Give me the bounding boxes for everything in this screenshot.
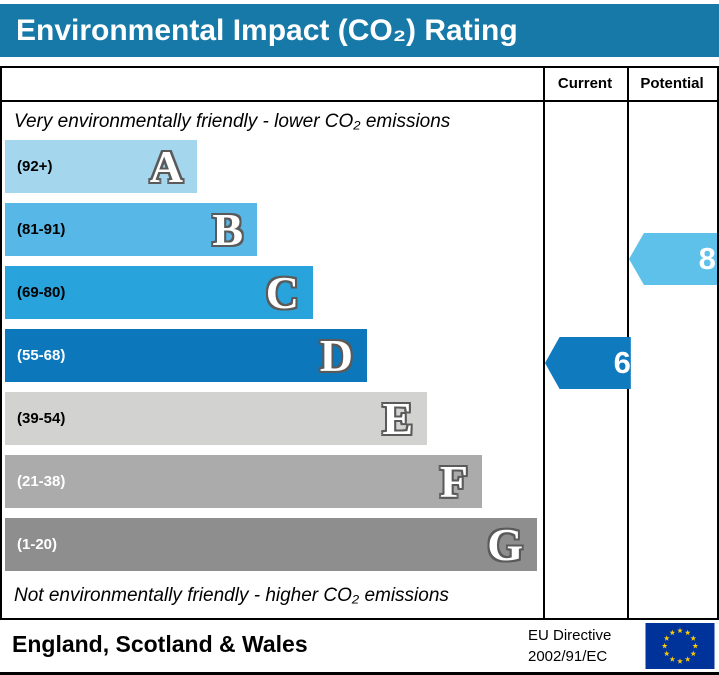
- eu-directive-line1: EU Directive: [528, 627, 612, 644]
- region-label: England, Scotland & Wales: [12, 631, 308, 657]
- band-c-letter: C: [265, 266, 299, 318]
- band-g-letter: G: [487, 518, 523, 570]
- page-title: Environmental Impact (CO₂) Rating: [16, 13, 518, 47]
- eu-directive-label: EU Directive 2002/91/EC: [528, 625, 611, 667]
- header-divider: [2, 100, 717, 102]
- column-divider: [543, 68, 545, 618]
- current-rating-value: 61: [613, 345, 649, 380]
- eu-directive-line2: 2002/91/EC: [528, 648, 608, 665]
- band-f: (21-38) F: [5, 455, 482, 508]
- band-c: (69-80) C: [5, 266, 313, 319]
- band-b: (81-91) B: [5, 203, 257, 256]
- potential-rating-value: 82: [698, 241, 717, 276]
- band-f-letter: F: [439, 455, 468, 507]
- chart-footer: England, Scotland & Wales EU Directive 2…: [0, 620, 719, 675]
- band-b-range: (81-91): [17, 221, 66, 238]
- rating-scale: Very environmentally friendly - lower CO…: [2, 102, 543, 611]
- band-g-range: (1-20): [17, 536, 58, 553]
- potential-column-header: Potential: [640, 75, 704, 92]
- rating-chart: Current Potential Very environmentally f…: [0, 66, 719, 620]
- band-e: (39-54) E: [5, 392, 427, 445]
- eu-flag-icon: [644, 623, 716, 674]
- potential-rating-badge: 82: [629, 233, 717, 285]
- band-e-range: (39-54): [17, 410, 66, 427]
- band-g: (1-20) G: [5, 518, 537, 571]
- band-d-letter: D: [319, 329, 353, 381]
- band-b-letter: B: [212, 203, 243, 255]
- band-d-range: (55-68): [17, 347, 66, 364]
- band-a-range: (92+): [17, 158, 53, 175]
- current-rating-badge: 61: [545, 337, 631, 389]
- bottom-note: Not environmentally friendly - higher CO…: [14, 585, 449, 606]
- chart-title-bar: Environmental Impact (CO₂) Rating: [0, 4, 719, 57]
- band-e-letter: E: [382, 392, 413, 444]
- band-d: (55-68) D: [5, 329, 367, 382]
- band-c-range: (69-80): [17, 284, 66, 301]
- band-f-range: (21-38): [17, 473, 66, 490]
- band-a-letter: A: [149, 140, 183, 192]
- current-column-header: Current: [557, 75, 613, 92]
- top-note: Very environmentally friendly - lower CO…: [14, 111, 451, 132]
- band-a: (92+) A: [5, 140, 197, 193]
